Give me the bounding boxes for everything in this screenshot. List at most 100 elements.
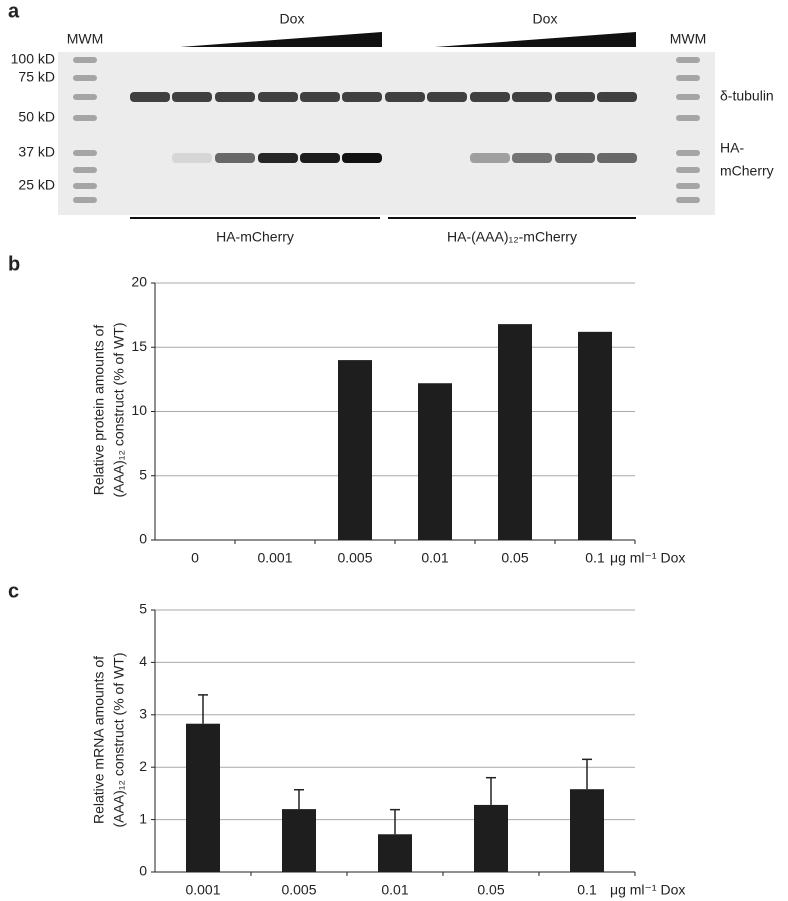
- ha-band: [172, 153, 212, 163]
- band-label: mCherry: [720, 163, 774, 179]
- tubulin-band: [172, 92, 212, 102]
- x-tick-label: 0.1: [577, 882, 597, 898]
- marker-label: 75 kD: [18, 69, 55, 85]
- tubulin-band: [427, 92, 467, 102]
- ladder-band: [73, 150, 97, 156]
- tubulin-band: [512, 92, 552, 102]
- ladder-band: [73, 94, 97, 100]
- dox-wedge: [435, 32, 636, 47]
- ha-band: [300, 153, 340, 163]
- x-tick-label: 0.05: [501, 550, 528, 566]
- ladder-band: [676, 167, 700, 173]
- ladder-band: [676, 197, 700, 203]
- y-axis-label: (AAA)₁₂ construct (% of WT): [111, 652, 127, 827]
- error-bar: [486, 776, 496, 805]
- dox-wedge: [180, 32, 382, 47]
- ha-band: [342, 153, 382, 163]
- bar: [338, 360, 372, 540]
- panel-label: c: [8, 580, 19, 602]
- ha-band: [258, 153, 298, 163]
- y-tick-label: 20: [131, 274, 147, 290]
- y-axis-label: (AAA)₁₂ construct (% of WT): [111, 322, 127, 497]
- x-tick-label: 0.05: [477, 882, 504, 898]
- y-tick-label: 3: [139, 706, 147, 722]
- bar: [418, 383, 452, 540]
- bar: [378, 834, 412, 872]
- x-tick-label: 0.001: [257, 550, 292, 566]
- ladder-band: [73, 75, 97, 81]
- x-tick-label: 0.005: [337, 550, 372, 566]
- tubulin-band: [470, 92, 510, 102]
- bar: [578, 331, 612, 540]
- mwm-label: MWM: [670, 31, 707, 47]
- x-tick-label: 0.005: [281, 882, 316, 898]
- tubulin-band: [597, 92, 637, 102]
- bar: [498, 324, 532, 540]
- ha-band: [597, 153, 637, 163]
- panel-label: b: [8, 253, 20, 275]
- tubulin-band: [300, 92, 340, 102]
- x-tick-label: 0.01: [381, 882, 408, 898]
- ladder-band: [676, 75, 700, 81]
- ladder-band: [73, 115, 97, 121]
- marker-label: 37 kD: [18, 144, 55, 160]
- ladder-band: [73, 167, 97, 173]
- error-bar: [582, 758, 592, 790]
- error-bar: [294, 788, 304, 810]
- error-bar: [390, 808, 400, 835]
- blot-bands: [73, 57, 700, 203]
- error-bar: [198, 694, 208, 724]
- ladder-band: [676, 57, 700, 63]
- tubulin-band: [385, 92, 425, 102]
- bar: [570, 789, 604, 872]
- tubulin-band: [258, 92, 298, 102]
- band-label: HA-: [720, 140, 744, 156]
- ha-band: [512, 153, 552, 163]
- x-tick-label: 0.001: [185, 882, 220, 898]
- y-tick-label: 5: [139, 466, 147, 482]
- y-tick-label: 5: [139, 601, 147, 617]
- y-tick-label: 15: [131, 338, 147, 354]
- y-tick-label: 4: [139, 653, 147, 669]
- y-tick-label: 0: [139, 531, 147, 547]
- ladder-band: [676, 183, 700, 189]
- tubulin-band: [555, 92, 595, 102]
- dox-label: Dox: [533, 11, 558, 27]
- y-axis-label: Relative mRNA amounts of: [91, 656, 107, 824]
- blot-membrane: [58, 52, 715, 215]
- y-tick-label: 10: [131, 402, 147, 418]
- x-tick-label: 0.01: [421, 550, 448, 566]
- marker-label: 50 kD: [18, 109, 55, 125]
- group-label: HA-mCherry: [216, 229, 294, 245]
- ha-band: [555, 153, 595, 163]
- ladder-band: [73, 57, 97, 63]
- x-unit-label: μg ml⁻¹ Dox: [610, 550, 685, 566]
- bar: [474, 804, 508, 872]
- panel-label: a: [8, 0, 20, 22]
- x-tick-label: 0.1: [585, 550, 605, 566]
- band-label: δ-tubulin: [720, 88, 774, 104]
- group-label: HA-(AAA)₁₂-mCherry: [447, 229, 577, 245]
- y-tick-label: 0: [139, 863, 147, 879]
- ladder-band: [676, 94, 700, 100]
- ladder-band: [676, 150, 700, 156]
- bar: [282, 809, 316, 872]
- dox-label: Dox: [280, 11, 305, 27]
- tubulin-band: [130, 92, 170, 102]
- tubulin-band: [342, 92, 382, 102]
- y-tick-label: 1: [139, 810, 147, 826]
- ha-band: [470, 153, 510, 163]
- ladder-band: [73, 183, 97, 189]
- bar: [186, 723, 220, 872]
- ha-band: [215, 153, 255, 163]
- mwm-label: MWM: [67, 31, 104, 47]
- x-unit-label: μg ml⁻¹ Dox: [610, 882, 685, 898]
- y-axis-label: Relative protein amounts of: [91, 325, 107, 496]
- x-tick-label: 0: [191, 550, 199, 566]
- tubulin-band: [215, 92, 255, 102]
- marker-label: 100 kD: [11, 51, 55, 67]
- marker-label: 25 kD: [18, 177, 55, 193]
- ladder-band: [73, 197, 97, 203]
- y-tick-label: 2: [139, 758, 147, 774]
